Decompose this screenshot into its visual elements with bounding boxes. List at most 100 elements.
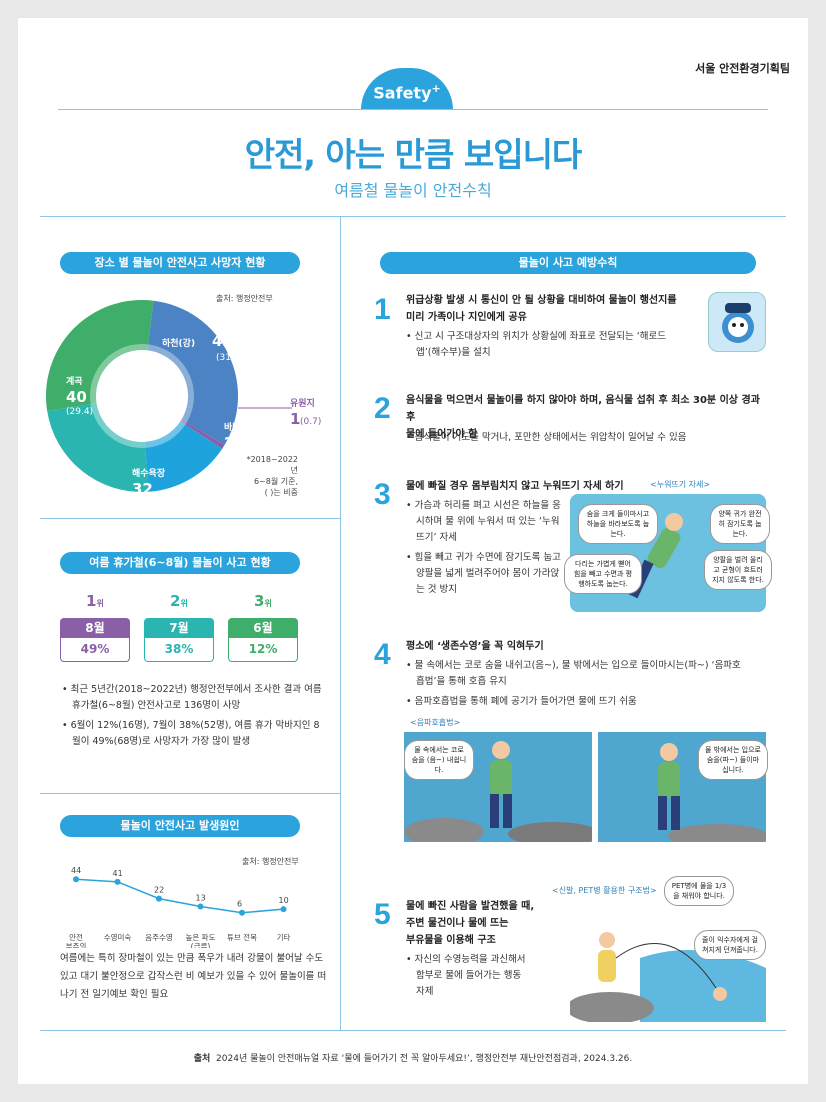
item-heading: 물에 빠진 사람을 발견했을 때, 주변 물건이나 물에 뜨는 부유물을 이용해 구…	[406, 901, 535, 946]
speech-bubble: 줄이 익수자에게 걸쳐지게 던져줍니다.	[694, 930, 766, 960]
item-bullets: 자신의 수영능력을 과신해서 함부로 물에 들어가는 행동 자제	[406, 952, 528, 1004]
chart-footnote: *2018~2022년 6~8월 기준,( )는 비중	[246, 455, 298, 497]
data-label: 22	[154, 886, 164, 895]
slice-value: 20	[224, 434, 245, 452]
data-label: 41	[113, 869, 123, 878]
item-number: 2	[374, 392, 391, 425]
illustration-tag: <음파호흡법>	[410, 718, 461, 727]
donut-slice	[180, 419, 225, 449]
data-label: 44	[71, 866, 81, 875]
rank-number: 3위	[254, 592, 272, 610]
divider	[58, 109, 768, 110]
rank-percent: 12%	[228, 638, 298, 662]
item-number: 4	[374, 638, 391, 671]
illustration-tag: <누워뜨기 자세>	[650, 480, 711, 489]
item-heading: 물에 빠질 경우 몸부림치지 않고 누워뜨기 자세 하기	[406, 481, 624, 492]
divider	[40, 518, 340, 519]
speech-bubble: 물 밖에서는 입으로 숨을(파~) 들이마십니다.	[698, 740, 768, 780]
illustration-tag: <신발, PET병 활용한 구조법>	[552, 886, 657, 895]
category-label: 높은 파도	[186, 933, 216, 942]
item-bullets: 신고 시 구조대상자의 위치가 상황실에 좌표로 전달되는 ‘해로드 앱’(해수…	[406, 329, 686, 365]
slice-label: 계곡	[66, 375, 83, 387]
slice-value: 40	[66, 388, 87, 406]
poster: 서울 안전환경기획팀 Safety+ 안전, 아는 만큼 보입니다 여름철 물놀…	[18, 18, 808, 1084]
list-item: 최근 5년간(2018~2022년) 행정안전부에서 조사한 결과 여름휴가철(…	[62, 682, 324, 714]
rank-card: 8월 49%	[60, 618, 130, 662]
rank-card: 7월 38%	[144, 618, 214, 662]
line-series	[75, 878, 284, 914]
item-number: 1	[374, 293, 391, 326]
slice-value: 32	[132, 480, 153, 498]
rank-number: 1위	[86, 592, 104, 610]
category-label: 기타	[277, 933, 291, 942]
speech-bubble: 숨을 크게 들이마시고 하늘을 바라보도록 눕는다.	[578, 504, 658, 544]
slice-value: 43	[212, 332, 233, 350]
data-label: 10	[279, 896, 289, 905]
app-icon	[708, 292, 766, 352]
category-label: (급류)	[191, 942, 211, 948]
section-pill-prevention: 물놀이 사고 예방수칙	[380, 252, 756, 274]
causes-text: 여름에는 특히 장마철이 있는 만큼 폭우가 내려 강물이 불어날 수도 있고 …	[60, 953, 327, 1000]
data-point	[239, 909, 245, 916]
donut-center	[102, 356, 182, 436]
category-label: 튜브 전복	[227, 932, 257, 942]
page-subtitle: 여름철 물놀이 안전수칙	[334, 181, 492, 200]
divider	[40, 1030, 786, 1031]
slice-share: (23.5)	[132, 499, 159, 506]
slice-share: (14.7)	[224, 453, 251, 463]
organization-name: 서울 안전환경기획팀	[695, 62, 790, 75]
data-label: 6	[237, 900, 242, 909]
slice-share: (0.7)	[300, 417, 321, 427]
slice-label: 해수욕장	[132, 467, 166, 479]
divider	[340, 216, 341, 1031]
slice-label: 바닷가	[224, 421, 250, 433]
section-pill-summer: 여름 휴가철(6~8월) 물놀이 사고 현황	[60, 552, 300, 574]
data-point	[280, 906, 287, 913]
summer-bullets: 최근 5년간(2018~2022년) 행정안전부에서 조사한 결과 여름휴가철(…	[62, 682, 324, 754]
rank-month: 7월	[144, 618, 214, 638]
slice-value: 1	[290, 410, 300, 428]
item-bullets: 가슴과 허리를 펴고 시선은 하늘을 응시하며 물 위에 누워서 떠 있는 ‘누…	[406, 498, 566, 602]
category-label: 수영미숙	[104, 932, 132, 942]
rank-month: 8월	[60, 618, 130, 638]
item-heading: 평소에 ‘생존수영’을 꼭 익혀두기	[406, 641, 544, 652]
breathing-illustration-underwater	[404, 732, 600, 846]
page-title: 안전, 아는 만큼 보입니다	[244, 135, 583, 174]
speech-bubble: 다리는 가볍게 뻗어 힘을 빼고 수면과 평행하도록 눕는다.	[564, 554, 642, 594]
item-bullets: 물 속에서는 코로 숨을 내쉬고(음~), 물 밖에서는 입으로 들이마시는(파…	[406, 658, 746, 714]
category-label: 안전	[69, 932, 83, 942]
rescue-illustration	[566, 898, 766, 1024]
slice-share: (29.4)	[66, 407, 93, 417]
category-label: 부주의	[66, 941, 87, 948]
slice-label: 유원지	[290, 397, 315, 409]
section-pill-causes: 물놀이 안전사고 발생원인	[60, 815, 300, 837]
rank-percent: 49%	[60, 638, 130, 662]
speech-bubble: PET병에 물을 1/3을 채워야 합니다.	[664, 876, 734, 906]
speech-bubble: 양팔을 벌려 올리고 균형이 흐트러지지 않도록 한다.	[704, 550, 772, 590]
rank-percent: 38%	[144, 638, 214, 662]
rank-number: 2위	[170, 592, 188, 610]
donut-slice	[45, 300, 154, 412]
rank-card: 6월 12%	[228, 618, 298, 662]
slice-label: 하천(강)	[162, 337, 195, 349]
divider	[40, 793, 340, 794]
safety-badge: Safety+	[361, 68, 453, 110]
slice-share: (31.6)	[216, 353, 243, 363]
category-label: 음주수영	[145, 932, 173, 942]
donut-slice	[144, 421, 223, 492]
source-note: 출처: 행정안전부	[242, 857, 299, 866]
data-point	[114, 878, 121, 885]
donut-slice	[47, 403, 149, 492]
list-item: 6월이 12%(16명), 7월이 38%(52명), 여름 휴가 막바지인 8…	[62, 718, 324, 750]
data-point	[73, 876, 79, 883]
item-heading: 위급상황 발생 시 통신이 안 될 상황을 대비하여 물놀이 행선지를 미리 가족…	[406, 295, 677, 323]
item-number: 5	[374, 898, 391, 931]
rank-month: 6월	[228, 618, 298, 638]
source-note: 출처: 행정안전부	[216, 294, 273, 303]
section-pill-location: 장소 별 물놀이 안전사고 사망자 현황	[60, 252, 300, 274]
donut-slice	[147, 300, 239, 446]
speech-bubble: 양쪽 귀가 완전히 잠기도록 눕는다.	[710, 504, 770, 544]
speech-bubble: 물 속에서는 코로 숨을 (음~) 내쉽니다.	[404, 740, 474, 780]
